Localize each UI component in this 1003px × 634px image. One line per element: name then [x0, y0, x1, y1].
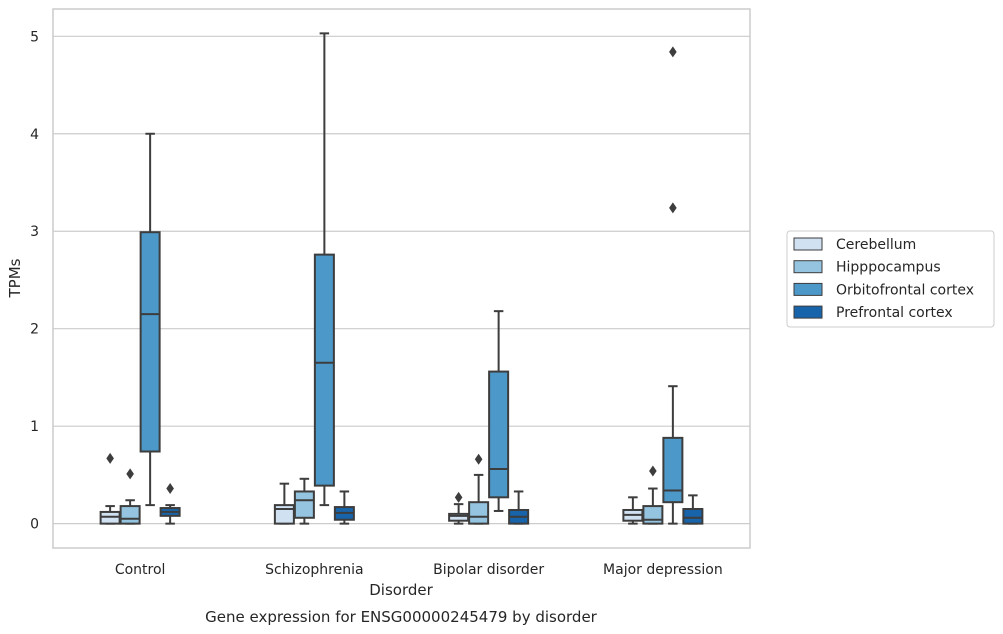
outlier-point: [474, 453, 483, 465]
legend-swatch: [793, 282, 823, 296]
box-body: [682, 508, 704, 525]
legend-label: Orbitofrontal cortex: [836, 282, 974, 298]
outlier-point: [649, 465, 657, 477]
y-tick-label: 0: [30, 517, 39, 533]
box-body: [139, 231, 161, 453]
legend-frame: [786, 230, 995, 328]
outlier-point: [166, 483, 174, 495]
y-tick-label: 5: [30, 29, 39, 45]
box-orbitofrontal-cortex: [488, 310, 510, 512]
plot-frame: [52, 8, 751, 549]
legend-label: Hipppocampus: [836, 260, 941, 276]
box-body: [662, 436, 684, 504]
x-tick-label: Control: [115, 562, 166, 578]
box-series: [99, 32, 704, 525]
outlier-point: [106, 452, 114, 464]
box-prefrontal-cortex: [682, 494, 704, 525]
x-tick-label: Bipolar disorder: [433, 562, 544, 578]
legend-swatch: [793, 260, 823, 274]
box-prefrontal-cortex: [333, 490, 355, 525]
x-tick-labels: Control Schizophrenia Bipolar disorder Majo…: [115, 562, 723, 578]
y-tick-label: 2: [30, 322, 39, 338]
outlier-point: [669, 202, 677, 214]
box-body: [119, 505, 141, 525]
legend-swatch: [793, 237, 823, 251]
box-hipppocampus: [119, 468, 141, 525]
chart-caption: Gene expression for ENSG00000245479 by d…: [205, 608, 598, 626]
outlier-point: [454, 491, 463, 503]
box-prefrontal-cortex: [508, 490, 530, 525]
box-body: [273, 504, 295, 525]
x-axis-label: Disorder: [369, 581, 433, 599]
box-orbitofrontal-cortex: [662, 46, 684, 525]
y-tick-label: 4: [30, 127, 39, 143]
legend-label: Cerebellum: [836, 237, 916, 253]
y-tick-label: 3: [30, 224, 39, 240]
y-tick-label: 1: [30, 419, 39, 435]
legend-label: Prefrontal cortex: [836, 305, 953, 321]
box-hipppocampus: [468, 453, 490, 525]
plot-background: [53, 9, 750, 548]
x-tick-label: Schizophrenia: [265, 562, 363, 578]
y-tick-labels: 0 1 2 3 4 5: [30, 29, 39, 532]
box-body: [488, 370, 510, 499]
box-cerebellum: [448, 491, 470, 525]
box-body: [642, 505, 664, 525]
box-prefrontal-cortex: [159, 483, 181, 525]
legend-swatch: [793, 305, 823, 319]
box-orbitofrontal-cortex: [313, 32, 335, 507]
box-hipppocampus: [642, 465, 664, 525]
box-hipppocampus: [293, 477, 315, 525]
legend: Cerebellum Hipppocampus Orbitofrontal cort…: [786, 230, 995, 328]
outlier-point: [669, 46, 677, 58]
box-body: [313, 253, 335, 487]
box-orbitofrontal-cortex: [139, 132, 161, 507]
x-tick-label: Major depression: [603, 562, 723, 578]
box-body: [293, 490, 315, 519]
y-axis-label: TPMs: [6, 258, 24, 298]
box-body: [468, 501, 490, 525]
outlier-point: [126, 468, 134, 480]
